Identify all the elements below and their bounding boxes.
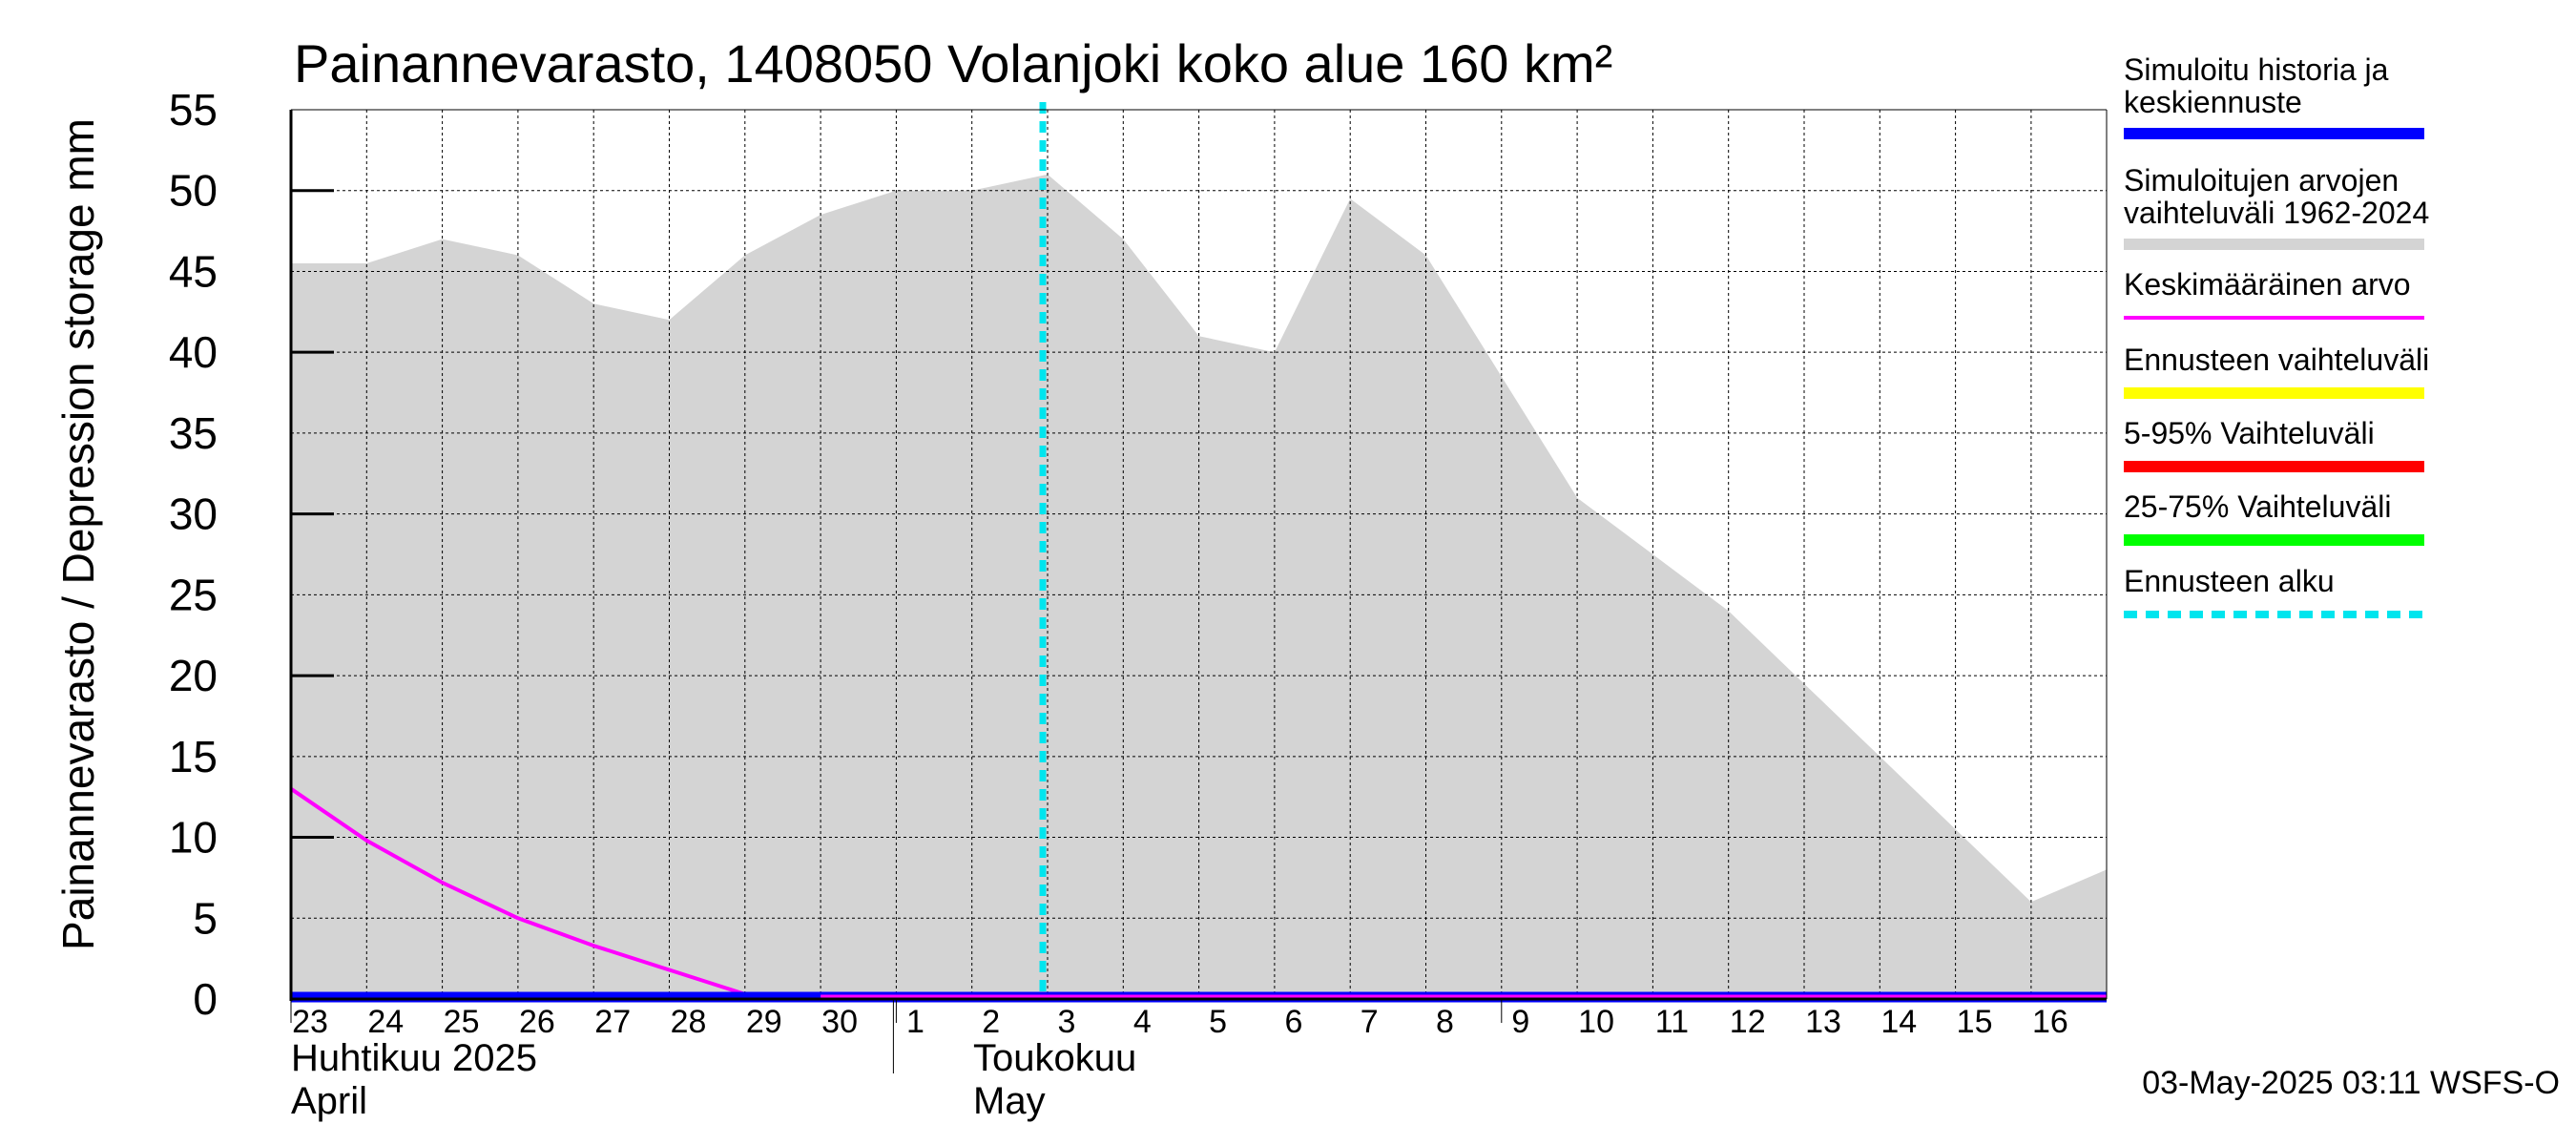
- x-tick-label: 29: [746, 1004, 782, 1040]
- y-tick-label: 30: [169, 489, 218, 539]
- x-tick-label: 1: [906, 1004, 924, 1040]
- x-tick-label: 13: [1805, 1004, 1841, 1040]
- x-tick-label: 23: [292, 1004, 328, 1040]
- x-tick-label: 11: [1655, 1004, 1689, 1040]
- month-label: Toukokuu: [973, 1037, 1136, 1079]
- legend-label: vaihteluväli 1962-2024: [2124, 196, 2429, 230]
- x-tick-label: 15: [1957, 1004, 1993, 1040]
- x-tick-label: 5: [1209, 1004, 1227, 1040]
- x-tick-label: 28: [671, 1004, 707, 1040]
- legend-label: 5-95% Vaihteluväli: [2124, 416, 2375, 450]
- x-tick-label: 8: [1436, 1004, 1454, 1040]
- y-tick-label: 55: [169, 85, 218, 135]
- legend-label: keskiennuste: [2124, 85, 2302, 119]
- x-tick-label: 25: [444, 1004, 480, 1040]
- x-tick-label: 2: [982, 1004, 1000, 1040]
- y-tick-label: 5: [193, 893, 218, 943]
- x-tick-label: 14: [1880, 1004, 1917, 1040]
- x-tick-label: 24: [367, 1004, 404, 1040]
- chart-title: Painannevarasto, 1408050 Volanjoki koko …: [294, 33, 1612, 94]
- month-label-english: May: [973, 1080, 1046, 1122]
- x-tick-label: 7: [1361, 1004, 1379, 1040]
- y-tick-label: 15: [169, 732, 218, 781]
- timestamp-footer: 03-May-2025 03:11 WSFS-O: [2142, 1065, 2560, 1101]
- x-tick-label: 30: [821, 1004, 858, 1040]
- y-tick-label: 20: [169, 651, 218, 700]
- x-tick-label: 6: [1284, 1004, 1302, 1040]
- legend-label: Simuloitujen arvojen: [2124, 163, 2399, 198]
- month-label-english: April: [291, 1080, 367, 1122]
- y-tick-label: 0: [193, 974, 218, 1024]
- y-tick-label: 40: [169, 327, 218, 377]
- y-tick-label: 25: [169, 570, 218, 619]
- x-tick-label: 27: [594, 1004, 631, 1040]
- legend-label: Simuloitu historia ja: [2124, 52, 2389, 87]
- y-tick-label: 10: [169, 813, 218, 863]
- x-tick-label: 26: [519, 1004, 555, 1040]
- x-tick-label: 4: [1133, 1004, 1152, 1040]
- legend-label: Ennusteen vaihteluväli: [2124, 343, 2429, 377]
- legend-label: Ennusteen alku: [2124, 564, 2335, 598]
- x-tick-label: 9: [1511, 1004, 1529, 1040]
- x-tick-label: 12: [1730, 1004, 1766, 1040]
- legend-label: 25-75% Vaihteluväli: [2124, 489, 2391, 524]
- y-tick-label: 45: [169, 246, 218, 296]
- x-tick-label: 16: [2032, 1004, 2068, 1040]
- x-tick-label: 3: [1058, 1004, 1076, 1040]
- x-tick-label: 10: [1578, 1004, 1614, 1040]
- legend-label: Keskimääräinen arvo: [2124, 267, 2411, 302]
- month-label: Huhtikuu 2025: [291, 1037, 537, 1079]
- y-axis-label: Painannevarasto / Depression storage mm: [53, 118, 103, 950]
- y-tick-label: 35: [169, 408, 218, 458]
- y-tick-label: 50: [169, 166, 218, 216]
